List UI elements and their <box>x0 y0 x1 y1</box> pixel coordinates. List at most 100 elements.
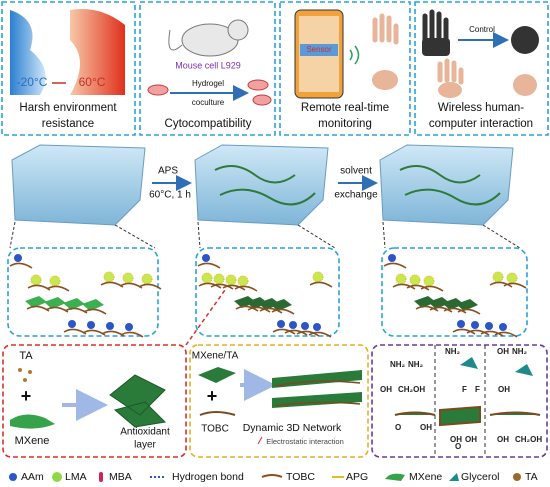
mxene-sheet <box>414 296 436 308</box>
caption: Harsh environment <box>19 102 117 114</box>
fiber <box>45 306 69 313</box>
label: -20°C <box>17 75 48 89</box>
fiber <box>308 331 332 338</box>
fiber <box>9 262 33 269</box>
plus: + <box>21 386 32 406</box>
mxene-sheet <box>82 299 104 311</box>
legend-label: MBA <box>109 471 132 483</box>
label: MXene <box>15 435 50 447</box>
molecule <box>103 271 115 283</box>
mxene-sheet <box>258 298 280 310</box>
chem-label: O <box>455 442 461 451</box>
zoom-views <box>7 221 528 338</box>
molecule <box>213 273 225 285</box>
fiber <box>480 330 504 337</box>
mxene-sheet <box>44 297 66 309</box>
chem-label: CH₂OH <box>515 435 542 444</box>
fiber <box>235 305 259 312</box>
fiber <box>309 281 333 288</box>
caption: Cytocompatibility <box>165 118 252 130</box>
fiber <box>101 330 125 337</box>
detail-network: MXene/TA + TOBC Dynamic 3D Network Elect… <box>189 344 369 458</box>
fiber <box>415 305 439 312</box>
molecule <box>49 275 61 287</box>
fiber <box>420 285 444 292</box>
legend-label: Glycerol <box>461 471 500 483</box>
fiber <box>82 329 106 336</box>
fiber <box>119 282 143 289</box>
caption: monitoring <box>318 118 372 130</box>
fiber <box>100 281 124 288</box>
chem-label: OH <box>450 435 462 444</box>
step-label: exchange <box>334 190 378 201</box>
hydrogels: APS 60°C, 1 h solvent exchange <box>11 144 514 226</box>
fiber <box>198 282 222 289</box>
label: Antioxidant <box>120 427 170 438</box>
chem-label: OH <box>497 435 509 444</box>
molecule <box>485 322 493 330</box>
note: Electrostatic interaction <box>266 437 344 446</box>
fiber <box>27 284 51 291</box>
chem-label: F <box>475 385 480 394</box>
chem-label: OH <box>380 385 392 394</box>
molecule <box>313 323 321 331</box>
chem-label: NH₂ <box>512 347 528 356</box>
label: Hydrogel <box>192 79 224 88</box>
fiber <box>234 285 258 292</box>
fiber <box>64 307 88 314</box>
label: layer <box>134 440 156 451</box>
molecule <box>122 272 134 284</box>
fiber <box>503 282 527 289</box>
label: Sensor <box>306 45 332 54</box>
legend-label: APG <box>346 471 368 483</box>
molecule <box>277 320 285 328</box>
legend-icon <box>449 473 459 481</box>
molecule <box>201 272 213 284</box>
label: TOBC <box>201 424 229 435</box>
detail-antioxidant: TA + MXene Antioxidant layer <box>2 289 226 458</box>
legend-icon <box>513 473 521 481</box>
chem-label: NH₂ <box>408 360 424 369</box>
molecule <box>395 273 407 285</box>
fiber <box>457 308 481 315</box>
legend-icon <box>52 472 62 482</box>
mxene-sheet <box>428 297 450 309</box>
fiber <box>452 328 476 335</box>
fiber <box>494 331 518 338</box>
molecule <box>301 322 309 330</box>
fiber <box>284 329 308 336</box>
molecule <box>471 321 479 329</box>
legend-icon <box>261 474 283 478</box>
mxene-sheet <box>456 299 478 311</box>
chem-label: OH <box>498 385 510 394</box>
panel-hci: Control Wireless human- computer interac… <box>414 1 549 136</box>
label: 60°C <box>79 75 106 89</box>
legend-label: TOBC <box>286 471 315 483</box>
fiber <box>83 308 107 315</box>
chem-label: NH₂ <box>445 347 461 356</box>
molecule <box>409 274 421 286</box>
label: Dynamic 3D Network <box>243 422 342 434</box>
mxene-sheet <box>246 297 268 309</box>
legend-label: Hydrogen bond <box>172 471 244 483</box>
mxene-sheet <box>25 296 47 308</box>
molecule <box>87 321 95 329</box>
label: Control <box>469 25 495 34</box>
fiber <box>383 262 407 269</box>
chem-label: CH₂OH <box>398 385 425 394</box>
chem-label: OH <box>497 347 509 356</box>
caption: resistance <box>42 118 94 130</box>
molecule <box>202 254 210 262</box>
legend-label: TA <box>525 471 538 483</box>
caption: Remote real-time <box>301 102 389 114</box>
fiber <box>392 283 416 290</box>
molecule <box>225 274 237 286</box>
mxene-sheet <box>270 299 292 311</box>
fiber <box>443 307 467 314</box>
legend-label: LMA <box>65 471 87 483</box>
legend: AAm LMA MBA Hydrogen bond TOBC APG MXene Glycer… <box>9 471 538 483</box>
molecule <box>237 275 249 287</box>
molecule <box>14 254 22 262</box>
molecule <box>141 273 153 285</box>
